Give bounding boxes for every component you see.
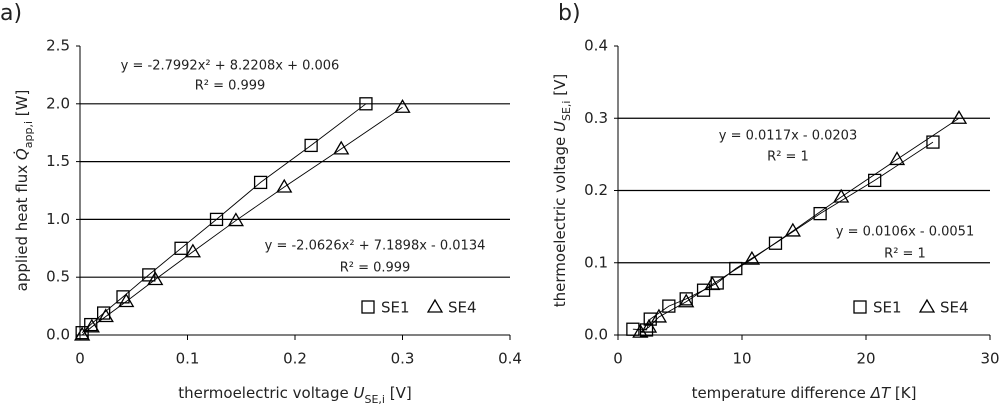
marker-square	[361, 300, 375, 314]
marker-triangle	[394, 98, 411, 113]
label-symbol: Q̇	[12, 148, 31, 160]
label-unit: [K]	[890, 384, 916, 402]
label-sub: app,i	[22, 121, 35, 148]
marker-triangle	[784, 222, 801, 237]
label-symbol: ΔT	[870, 384, 892, 402]
y-tick-label: 0.2	[584, 181, 608, 199]
x-axis-label: thermoelectric voltage USE,i [V]	[178, 384, 411, 406]
y-tick-label: 0.0	[46, 326, 70, 344]
marker-triangle	[918, 298, 936, 313]
marker-square	[626, 322, 640, 336]
label-symbol: U	[551, 121, 569, 132]
x-tick-label: 0	[75, 350, 85, 368]
y-tick-label: 1.0	[46, 210, 70, 228]
y-tick-label: 2.5	[46, 37, 70, 55]
annotation: y = -2.7992x² + 8.2208x + 0.006	[121, 59, 340, 74]
y-tick-label: 2.0	[46, 94, 70, 112]
marker-square	[926, 135, 940, 149]
y-axis-label: thermoelectric voltage USE,i [V]	[551, 74, 573, 307]
label-unit: [W]	[13, 90, 31, 121]
marker-triangle	[704, 276, 721, 291]
label-text: thermoelectric voltage	[178, 384, 353, 402]
marker-triangle	[833, 188, 850, 203]
legend-label: SE1	[381, 299, 410, 317]
marker-triangle	[640, 318, 658, 333]
annotation: R² = 1	[767, 150, 809, 165]
marker-square	[209, 212, 224, 227]
marker-square	[679, 292, 693, 306]
annotation: y = 0.0117x - 0.0203	[719, 129, 857, 144]
marker-square	[813, 206, 827, 221]
x-tick-label: 0.1	[176, 350, 200, 368]
marker-triangle	[147, 271, 164, 286]
label-symbol: U	[354, 384, 365, 402]
label-sub: SE,i	[560, 101, 573, 122]
marker-triangle	[74, 326, 91, 341]
marker-triangle	[97, 308, 114, 323]
y-tick-label: 0.4	[584, 37, 608, 55]
y-tick-label: 0.3	[584, 109, 608, 127]
legend-label: SE1	[873, 299, 902, 317]
marker-square	[359, 97, 373, 111]
trend-line	[81, 103, 367, 334]
marker-triangle	[678, 293, 695, 308]
x-tick-label: 20	[856, 350, 875, 368]
label-text: temperature difference	[692, 384, 871, 402]
annotation: R² = 0.999	[340, 261, 411, 276]
panel-label: a)	[0, 1, 22, 26]
marker-square	[853, 300, 867, 314]
annotation: y = 0.0106x - 0.0051	[836, 225, 974, 240]
label-text: applied heat flux	[13, 160, 31, 291]
marker-triangle	[743, 250, 761, 265]
marker-triangle	[276, 178, 293, 193]
marker-square	[304, 138, 318, 153]
y-tick-label: 0.5	[46, 268, 70, 286]
marker-square	[253, 175, 268, 190]
y-tick-label: 0.1	[584, 253, 608, 271]
annotation: R² = 0.999	[195, 79, 266, 94]
marker-square	[174, 241, 188, 255]
x-tick-label: 0.2	[283, 350, 307, 368]
marker-triangle	[650, 308, 668, 323]
x-tick-label: 10	[732, 350, 751, 368]
y-axis-label: applied heat flux Q̇app,i [W]	[12, 90, 35, 292]
marker-square	[75, 326, 89, 340]
marker-triangle	[426, 298, 444, 313]
marker-triangle	[227, 212, 245, 227]
marker-square	[696, 283, 711, 297]
x-tick-label: 0	[613, 350, 623, 368]
label-text: thermoelectric voltage	[551, 132, 569, 307]
legend-label: SE4	[448, 299, 477, 317]
marker-triangle	[888, 151, 906, 166]
marker-square	[84, 317, 98, 332]
x-axis-label: temperature difference ΔT [K]	[692, 384, 917, 402]
marker-square	[97, 306, 111, 320]
panel-label: b)	[558, 1, 581, 26]
y-tick-label: 0.0	[584, 326, 608, 344]
marker-square	[662, 299, 676, 313]
marker-triangle	[632, 323, 649, 338]
marker-triangle	[950, 109, 968, 124]
y-tick-label: 1.5	[46, 152, 70, 170]
legend-label: SE4	[940, 299, 969, 317]
marker-square	[729, 261, 743, 276]
marker-triangle	[333, 140, 350, 155]
x-tick-label: 0.4	[498, 350, 522, 368]
marker-square	[768, 236, 783, 250]
marker-square	[142, 268, 156, 282]
x-tick-label: 30	[980, 350, 999, 368]
annotation: R² = 1	[884, 247, 926, 262]
x-tick-label: 0.3	[391, 350, 415, 368]
marker-triangle	[118, 293, 135, 308]
label-unit: [V]	[551, 74, 569, 101]
marker-triangle	[184, 243, 202, 258]
marker-square	[116, 290, 130, 304]
label-unit: [V]	[385, 384, 412, 402]
marker-triangle	[83, 318, 100, 333]
label-sub: SE,i	[364, 393, 385, 406]
annotation: y = -2.0626x² + 7.1898x - 0.0134	[265, 239, 486, 254]
